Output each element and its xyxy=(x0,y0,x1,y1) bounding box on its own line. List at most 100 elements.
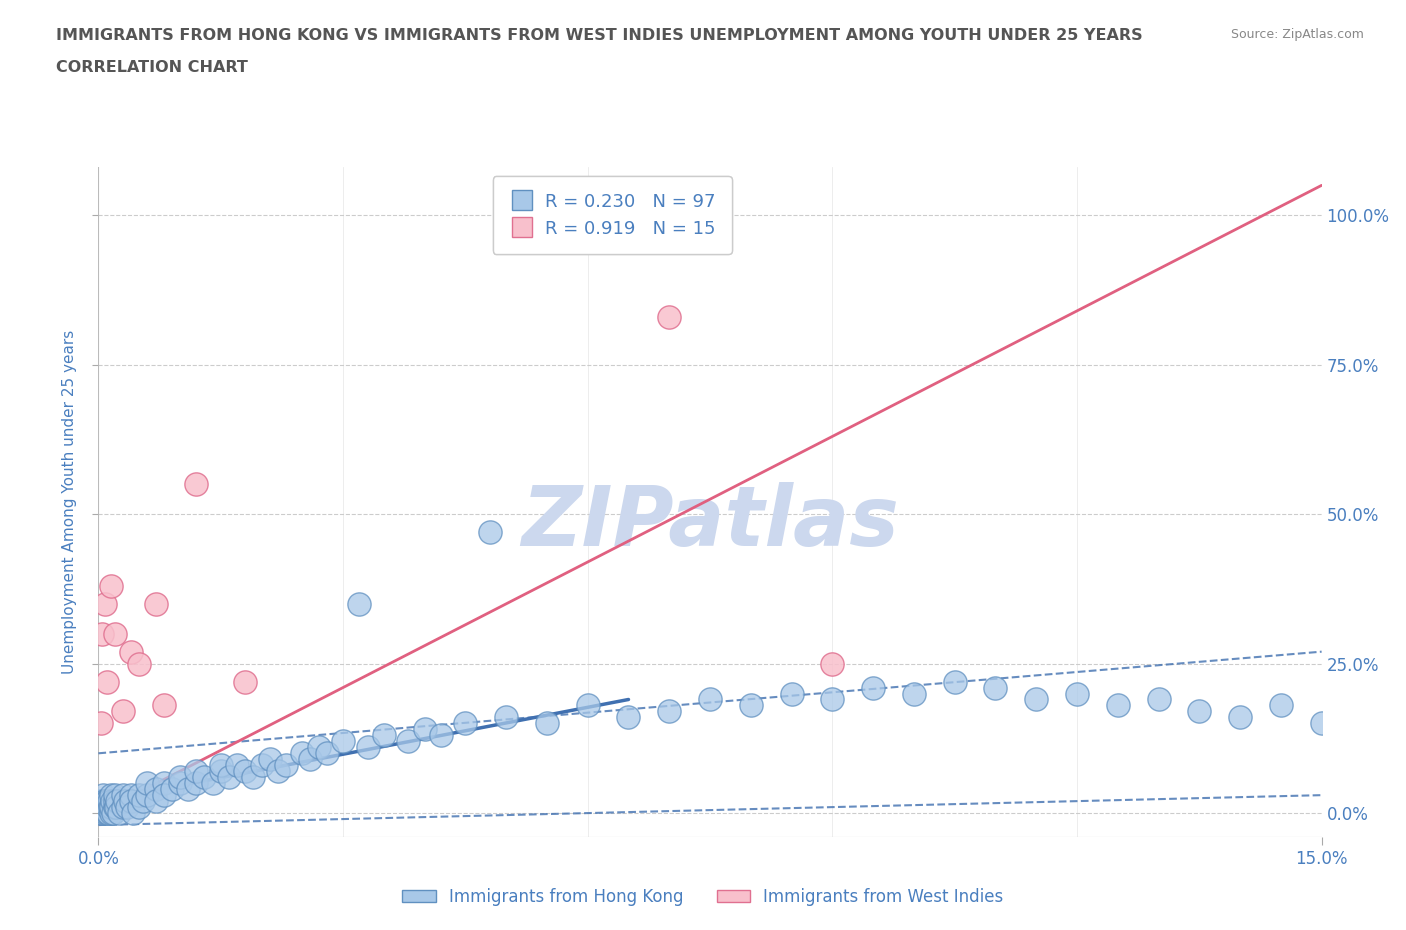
Point xyxy=(132,793,155,808)
Point xyxy=(121,805,143,820)
Point xyxy=(209,758,232,773)
Point xyxy=(104,800,127,815)
Point xyxy=(100,800,122,815)
Point xyxy=(98,800,121,815)
Point xyxy=(91,805,114,820)
Point xyxy=(114,793,136,808)
Point xyxy=(145,596,167,611)
Point xyxy=(152,698,174,713)
Point xyxy=(94,800,117,815)
Point xyxy=(111,800,134,815)
Point xyxy=(617,710,640,724)
Point xyxy=(308,740,330,755)
Point xyxy=(152,776,174,790)
Point xyxy=(1107,698,1129,713)
Point xyxy=(1229,710,1251,724)
Point xyxy=(315,746,337,761)
Point xyxy=(821,657,844,671)
Point xyxy=(259,751,281,766)
Point xyxy=(413,722,436,737)
Point xyxy=(93,793,115,808)
Point xyxy=(1188,704,1211,719)
Point xyxy=(101,793,124,808)
Point xyxy=(96,674,118,689)
Point xyxy=(576,698,599,713)
Point xyxy=(658,704,681,719)
Point xyxy=(1025,692,1047,707)
Point xyxy=(454,716,477,731)
Point xyxy=(658,310,681,325)
Point xyxy=(105,800,128,815)
Text: Source: ZipAtlas.com: Source: ZipAtlas.com xyxy=(1230,28,1364,41)
Point xyxy=(108,805,131,820)
Point xyxy=(430,728,453,743)
Point xyxy=(97,800,120,815)
Point xyxy=(97,805,120,820)
Point xyxy=(94,596,117,611)
Point xyxy=(299,751,322,766)
Text: IMMIGRANTS FROM HONG KONG VS IMMIGRANTS FROM WEST INDIES UNEMPLOYMENT AMONG YOUT: IMMIGRANTS FROM HONG KONG VS IMMIGRANTS … xyxy=(56,28,1143,43)
Point xyxy=(332,734,354,749)
Point xyxy=(91,793,114,808)
Point xyxy=(128,800,150,815)
Point xyxy=(160,782,183,797)
Point xyxy=(1066,686,1088,701)
Point xyxy=(396,734,419,749)
Point xyxy=(943,674,966,689)
Point xyxy=(111,788,134,803)
Point xyxy=(91,788,114,803)
Point xyxy=(91,626,114,641)
Point xyxy=(233,674,256,689)
Point xyxy=(145,793,167,808)
Point xyxy=(90,800,112,815)
Point xyxy=(226,758,249,773)
Point xyxy=(903,686,925,701)
Point xyxy=(740,698,762,713)
Point xyxy=(186,477,208,492)
Point xyxy=(201,776,224,790)
Point xyxy=(96,805,118,820)
Point xyxy=(242,770,264,785)
Point xyxy=(145,782,167,797)
Point xyxy=(101,805,124,820)
Point xyxy=(1270,698,1292,713)
Point xyxy=(120,793,142,808)
Point xyxy=(356,740,378,755)
Point xyxy=(94,805,117,820)
Text: CORRELATION CHART: CORRELATION CHART xyxy=(56,60,247,75)
Point xyxy=(96,793,118,808)
Point xyxy=(1147,692,1170,707)
Point xyxy=(111,704,134,719)
Point xyxy=(100,788,122,803)
Point xyxy=(100,578,122,593)
Point xyxy=(250,758,273,773)
Legend: Immigrants from Hong Kong, Immigrants from West Indies: Immigrants from Hong Kong, Immigrants fr… xyxy=(395,881,1011,912)
Point xyxy=(89,793,111,808)
Point xyxy=(104,793,127,808)
Point xyxy=(93,800,115,815)
Point xyxy=(90,800,112,815)
Point xyxy=(699,692,721,707)
Point xyxy=(186,764,208,778)
Point xyxy=(984,680,1007,695)
Point xyxy=(169,776,191,790)
Point xyxy=(104,788,127,803)
Point xyxy=(373,728,395,743)
Point xyxy=(94,793,117,808)
Point xyxy=(136,788,159,803)
Point xyxy=(349,596,371,611)
Point xyxy=(478,525,501,539)
Point xyxy=(495,710,517,724)
Point xyxy=(128,788,150,803)
Point xyxy=(536,716,558,731)
Point xyxy=(152,788,174,803)
Point xyxy=(98,793,121,808)
Point xyxy=(115,800,138,815)
Point xyxy=(193,770,215,785)
Text: ZIPatlas: ZIPatlas xyxy=(522,482,898,563)
Point xyxy=(104,626,127,641)
Point xyxy=(120,644,142,659)
Point xyxy=(100,805,122,820)
Point xyxy=(186,776,208,790)
Point xyxy=(274,758,297,773)
